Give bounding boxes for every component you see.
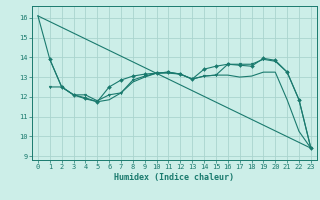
X-axis label: Humidex (Indice chaleur): Humidex (Indice chaleur)	[115, 173, 234, 182]
